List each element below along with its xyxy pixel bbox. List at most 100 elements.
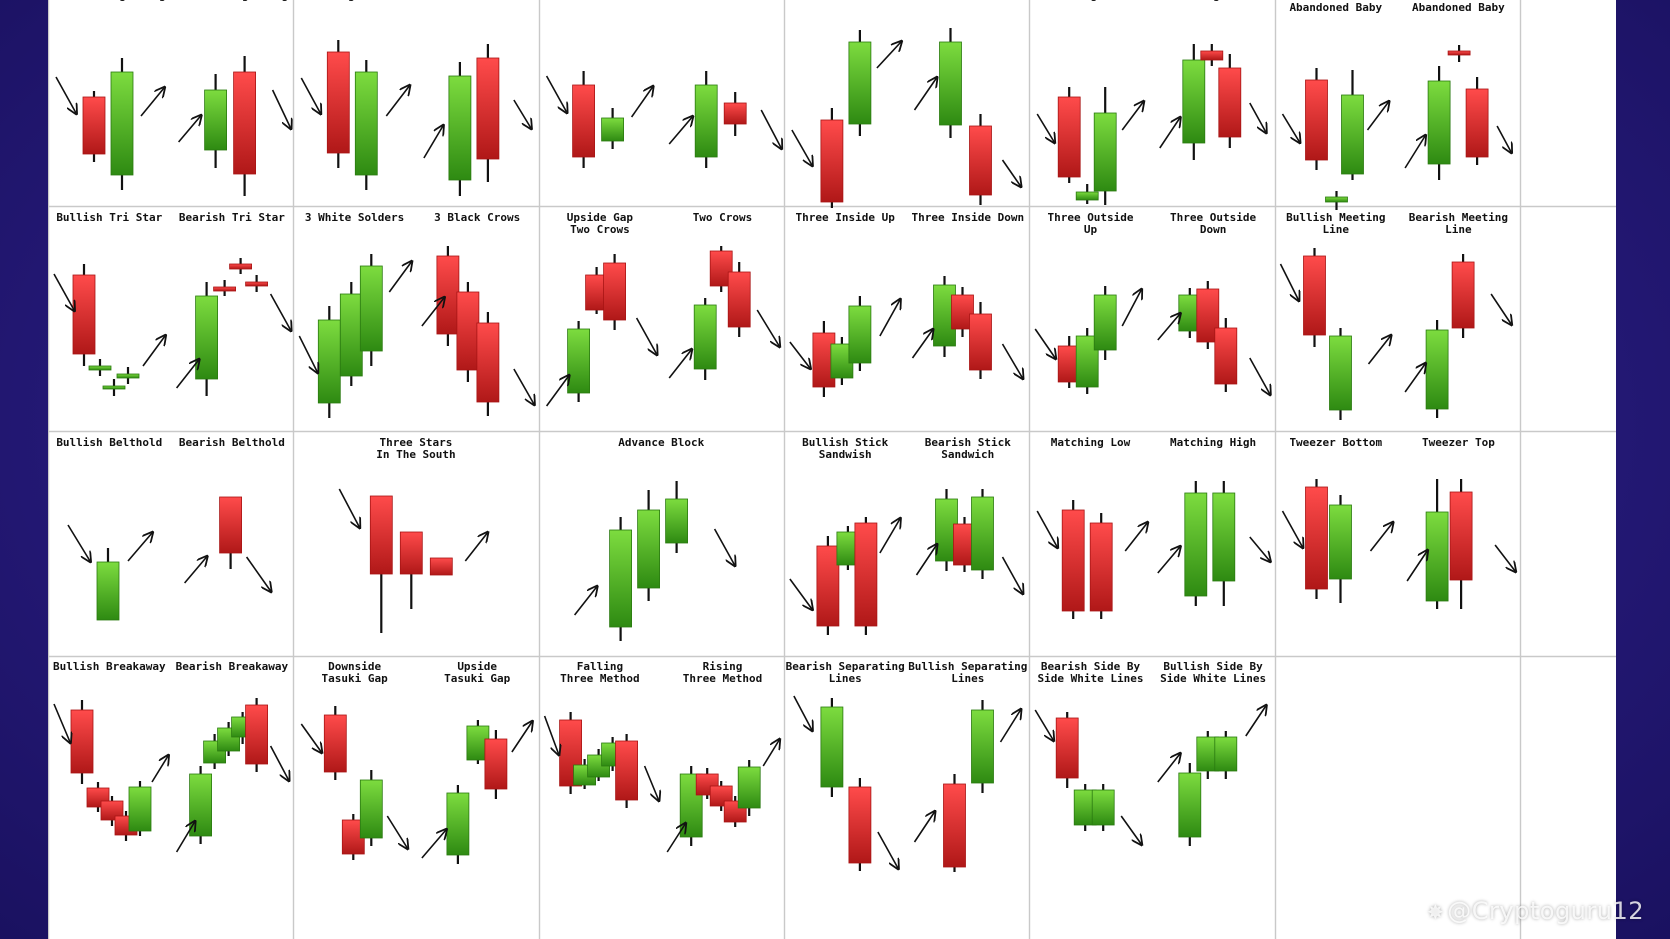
pattern-label-bearish-breakaway: Bearish Breakaway xyxy=(176,660,289,673)
pattern-label-falling-three-method: Falling xyxy=(577,660,623,673)
trend-arrow-icon-bearish-stick-sandwich-0 xyxy=(915,545,937,576)
trend-arrow-icon-bullish-abandoned-baby-1 xyxy=(1366,102,1389,131)
watermark: ✸ @Cryptoguru12 xyxy=(1427,897,1644,925)
pattern-label-bearish-kicker: Bearish Kicker xyxy=(921,0,1014,2)
trend-arrow-icon-bearish-breakaway-1 xyxy=(269,745,289,780)
trend-arrow-icon-piercing-pattern-0 xyxy=(300,77,320,113)
bullish-candle-upside-tasuki-gap-0 xyxy=(446,792,470,856)
pattern-label-three-outside-up-line2: Up xyxy=(1084,223,1098,236)
pattern-label-bullish-belthold: Bullish Belthold xyxy=(56,436,162,449)
trend-arrow-icon-bearish-engulfing-1 xyxy=(271,89,291,128)
trend-arrow-icon-bullish-meeting-line-1 xyxy=(1367,336,1391,365)
bullish-candle-three-inside-up-2 xyxy=(848,305,872,364)
trend-arrow-icon-downside-tasuki-gap-0 xyxy=(300,723,321,752)
bearish-candle-bearish-abandoned-baby-2 xyxy=(1465,88,1489,158)
trend-arrow-icon-bullish-tri-star-0 xyxy=(53,273,74,310)
bullish-candle-bearish-stick-sandwich-2 xyxy=(971,496,994,571)
trend-arrow-icon-three-inside-up-0 xyxy=(789,341,810,368)
pattern-label-matching-high: Matching High xyxy=(1170,436,1256,449)
bullish-candle-bullish-side-by-side-white-lines-2 xyxy=(1214,736,1238,772)
pattern-label-three-outside-down-line2: Down xyxy=(1200,223,1227,236)
trend-arrow-icon-matching-high-1 xyxy=(1249,536,1270,561)
pattern-label-bearish-abandoned-baby: Bearish xyxy=(1435,0,1481,2)
trend-arrow-icon-3-black-crows-1 xyxy=(513,368,534,404)
trend-arrow-icon-bullish-harami-1 xyxy=(630,87,653,118)
bearish-candle-3-black-crows-0 xyxy=(436,255,460,335)
bullish-candle-three-outside-up-2 xyxy=(1093,294,1117,351)
bearish-candle-downside-tasuki-gap-0 xyxy=(323,714,347,773)
trend-arrow-icon-bearish-abandoned-baby-0 xyxy=(1404,136,1425,169)
bullish-candle-bearish-engulfing-0 xyxy=(204,89,228,151)
trend-arrow-icon-bearish-meeting-line-1 xyxy=(1490,293,1511,324)
trend-arrow-icon-three-outside-up-1 xyxy=(1121,290,1141,327)
bullish-candle-bullish-abandoned-baby-2 xyxy=(1341,94,1364,175)
pattern-label-bullish-side-by-side-white-lines: Bullish Side By xyxy=(1163,660,1263,673)
pattern-label-bullish-stick-sandwish: Bullish Stick xyxy=(802,436,888,449)
diamond-logo-icon: ✸ xyxy=(1427,900,1445,924)
bearish-candle-three-inside-down-1 xyxy=(951,294,974,330)
trend-arrow-icon-bearish-harami-1 xyxy=(760,109,781,148)
trend-arrow-icon-three-inside-up-1 xyxy=(879,300,900,337)
bullish-candle-bullish-breakaway-4 xyxy=(128,786,152,832)
bearish-candle-bearish-kicker-1 xyxy=(969,125,992,196)
trend-arrow-icon-bearish-harami-0 xyxy=(668,117,692,145)
bullish-candle-bearish-meeting-line-0 xyxy=(1425,329,1449,410)
pattern-label-bearish-stick-sandwich-line2: Sandwich xyxy=(941,448,994,461)
bearish-candle-bearish-side-by-side-white-lines-0 xyxy=(1055,717,1079,779)
pattern-label-bearish-meeting-line: Bearish Meeting xyxy=(1409,211,1508,224)
pattern-label-bullish-side-by-side-white-lines-line2: Side White Lines xyxy=(1160,672,1266,685)
bearish-candle-bearish-meeting-line-1 xyxy=(1451,261,1475,329)
bullish-candle-tweezer-top-0 xyxy=(1425,511,1449,602)
watermark-text: @Cryptoguru12 xyxy=(1447,897,1644,925)
trend-arrow-icon-upside-gap-two-crows-0 xyxy=(545,376,569,407)
bullish-candle-evening-star-0 xyxy=(1182,59,1206,144)
bullish-candle-bearish-tri-star-0 xyxy=(195,295,219,380)
trend-arrow-icon-bullish-tri-star-1 xyxy=(142,336,165,367)
pattern-label-bearish-stick-sandwich: Bearish Stick xyxy=(925,436,1011,449)
bullish-candle-bearish-separating-lines-0 xyxy=(820,706,844,788)
pattern-label-bullish-harami: Bullish Harami xyxy=(554,0,647,2)
trend-arrow-icon-morning-star-0 xyxy=(1036,113,1054,142)
bullish-candle-bullish-side-by-side-white-lines-0 xyxy=(1178,772,1202,838)
bearish-candle-tweezer-top-1 xyxy=(1449,491,1473,581)
bullish-candle-bearish-abandoned-baby-0 xyxy=(1427,80,1451,165)
trend-arrow-icon-bullish-belthold-1 xyxy=(127,533,152,562)
trend-arrow-icon-tweezer-top-0 xyxy=(1406,551,1427,582)
trend-arrow-icon-advance-block-0 xyxy=(573,587,597,616)
bullish-candle-bearish-breakaway-0 xyxy=(189,773,213,837)
trend-arrow-icon-bearish-separating-lines-0 xyxy=(793,695,812,730)
pattern-label-morning-star: Morning Star xyxy=(1051,0,1131,2)
pattern-label-tweezer-bottom: Tweezer Bottom xyxy=(1289,436,1382,449)
bearish-candle-bearish-tri-star-2 xyxy=(229,263,253,270)
trend-arrow-icon-bullish-separating-lines-0 xyxy=(913,812,935,843)
bearish-candle-bullish-stick-sandwish-2 xyxy=(854,522,878,627)
trend-arrow-icon-three-outside-down-1 xyxy=(1249,357,1270,394)
trend-arrow-icon-bearish-kicker-0 xyxy=(913,78,937,111)
pattern-label-two-crows: Two Crows xyxy=(693,211,753,224)
bullish-candle-upside-gap-two-crows-0 xyxy=(567,328,590,394)
trend-arrow-icon-bullish-abandoned-baby-0 xyxy=(1281,113,1300,142)
pattern-label-piercing-pattern: Piercing Pattern xyxy=(302,0,408,2)
trend-arrow-icon-bearish-engulfing-0 xyxy=(177,116,201,143)
trend-arrow-icon-three-outside-down-0 xyxy=(1157,314,1180,341)
trend-arrow-icon-two-crows-1 xyxy=(756,309,779,346)
bearish-candle-tweezer-bottom-0 xyxy=(1305,486,1328,590)
bearish-candle-upside-gap-two-crows-2 xyxy=(603,262,626,321)
pattern-label-bearish-meeting-line-line2: Line xyxy=(1445,223,1472,236)
pattern-label-bullish-engulfing: Bullish Engulfing xyxy=(53,0,166,2)
pattern-label-bullish-separating-lines-line2: Lines xyxy=(951,672,984,685)
bearish-candle-bullish-meeting-line-0 xyxy=(1303,255,1326,336)
trend-arrow-icon-tweezer-bottom-1 xyxy=(1369,523,1393,552)
bearish-candle-three-inside-down-2 xyxy=(969,313,992,371)
pattern-label-bullish-abandoned-baby-line2: Abandoned Baby xyxy=(1289,1,1382,14)
trend-arrow-icon-three-stars-in-the-south-1 xyxy=(464,533,487,562)
bearish-candle-bullish-kicker-0 xyxy=(820,119,844,203)
trend-arrow-icon-bullish-meeting-line-0 xyxy=(1279,263,1299,300)
bearish-candle-bullish-separating-lines-0 xyxy=(943,783,966,868)
trend-arrow-icon-bearish-meeting-line-0 xyxy=(1404,364,1425,393)
trend-arrow-icon-dark-cloud-cover-1 xyxy=(513,99,531,128)
pattern-label-bullish-abandoned-baby: Bullish xyxy=(1313,0,1359,2)
bullish-candle-bearish-side-by-side-white-lines-2 xyxy=(1091,789,1115,826)
bearish-candle-evening-star-2 xyxy=(1218,67,1242,138)
trend-arrow-icon-upside-gap-two-crows-1 xyxy=(635,317,657,354)
